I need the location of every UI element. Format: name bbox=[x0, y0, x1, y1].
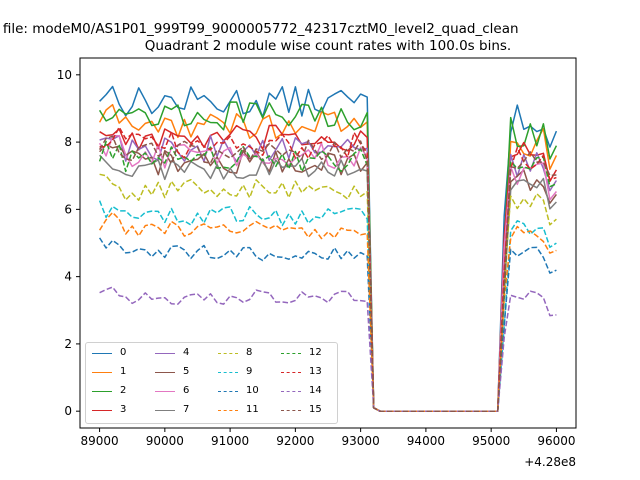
legend-swatch bbox=[281, 391, 301, 392]
legend-label: 11 bbox=[246, 404, 259, 415]
x-tick-label: 96000 bbox=[537, 434, 575, 448]
legend-label: 14 bbox=[309, 385, 322, 396]
series-line-15 bbox=[98, 135, 557, 412]
legend-swatch bbox=[218, 372, 238, 373]
legend: 0 1 2 3 4 5 6 7 8 9 10 11 12 13 14 15 bbox=[85, 342, 338, 424]
legend-label: 4 bbox=[183, 347, 190, 358]
legend-label: 6 bbox=[183, 385, 190, 396]
x-tick-label: 91000 bbox=[211, 434, 249, 448]
legend-swatch bbox=[281, 372, 301, 373]
legend-swatch bbox=[218, 391, 238, 392]
legend-swatch bbox=[92, 353, 112, 354]
x-offset-label: +4.28e8 bbox=[524, 455, 576, 469]
legend-label: 1 bbox=[120, 366, 127, 377]
legend-swatch bbox=[155, 391, 175, 392]
legend-label: 2 bbox=[120, 385, 127, 396]
x-tick-label: 92000 bbox=[276, 434, 314, 448]
y-tick-label: 8 bbox=[64, 135, 72, 149]
series-line-13 bbox=[99, 126, 557, 412]
legend-swatch bbox=[155, 372, 175, 373]
legend-swatch bbox=[92, 410, 112, 411]
y-tick-label: 4 bbox=[64, 270, 72, 284]
series-line-11 bbox=[98, 211, 557, 412]
legend-swatch bbox=[281, 410, 301, 411]
legend-swatch bbox=[92, 391, 112, 392]
x-tick-label: 95000 bbox=[472, 434, 510, 448]
x-tick-label: 89000 bbox=[80, 434, 118, 448]
legend-label: 10 bbox=[246, 385, 259, 396]
y-tick-label: 10 bbox=[57, 68, 72, 82]
legend-swatch bbox=[155, 410, 175, 411]
legend-swatch bbox=[155, 353, 175, 354]
y-tick-label: 2 bbox=[64, 337, 72, 351]
x-tick-label: 90000 bbox=[146, 434, 184, 448]
legend-label: 15 bbox=[309, 404, 322, 415]
plot-frame bbox=[79, 57, 577, 429]
y-tick-label: 0 bbox=[64, 404, 72, 418]
x-tick-label: 93000 bbox=[342, 434, 380, 448]
legend-swatch bbox=[281, 353, 301, 354]
legend-label: 7 bbox=[183, 404, 190, 415]
legend-label: 5 bbox=[183, 366, 190, 377]
legend-swatch bbox=[218, 410, 238, 411]
chart-title: Quadrant 2 module wise count rates with … bbox=[144, 38, 512, 54]
legend-label: 13 bbox=[309, 366, 322, 377]
y-tick-label: 6 bbox=[64, 202, 72, 216]
series-line-12 bbox=[98, 140, 557, 412]
legend-label: 12 bbox=[309, 347, 322, 358]
legend-label: 0 bbox=[120, 347, 127, 358]
legend-swatch bbox=[92, 372, 112, 373]
series-line-9 bbox=[98, 200, 557, 412]
legend-swatch bbox=[218, 353, 238, 354]
series-line-10 bbox=[98, 237, 557, 412]
legend-label: 8 bbox=[246, 347, 253, 358]
legend-label: 9 bbox=[246, 366, 253, 377]
legend-label: 3 bbox=[120, 404, 127, 415]
figure-suptitle: n file: modeM0/AS1P01_999T99_9000005772_… bbox=[0, 21, 519, 37]
x-tick-label: 94000 bbox=[407, 434, 445, 448]
